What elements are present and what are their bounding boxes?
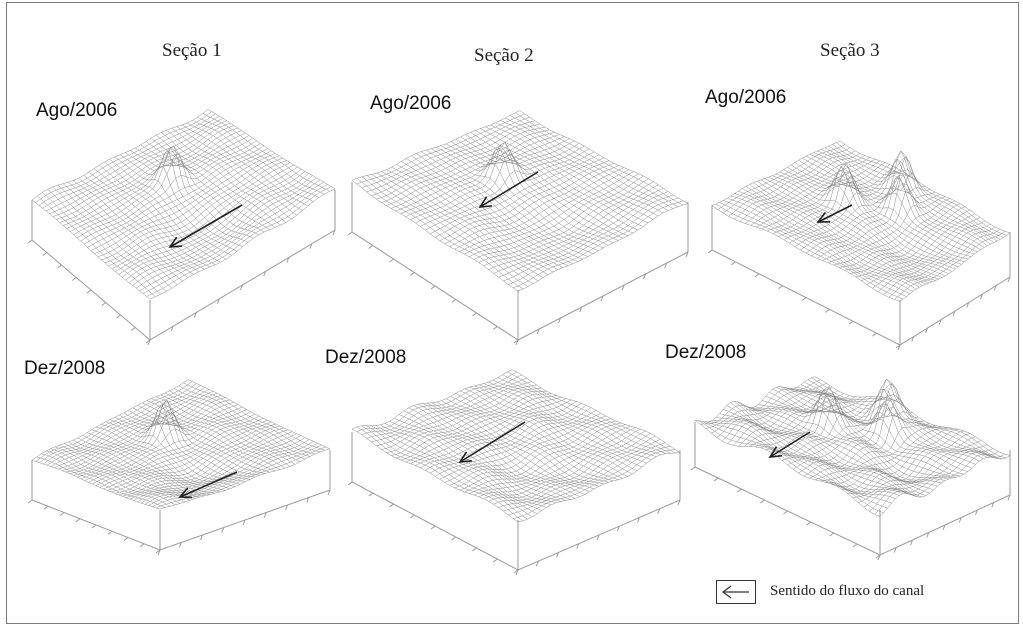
panel-1-mesh xyxy=(31,109,336,300)
panel-3-flow-arrow xyxy=(816,204,853,223)
panel-3-mesh xyxy=(711,140,1011,302)
panel-6-flow-arrow xyxy=(768,431,811,458)
section-1-title: Seção 1 xyxy=(162,40,222,61)
panel-5-date-label: Dez/2008 xyxy=(325,347,407,368)
panel-6-date-label: Dez/2008 xyxy=(665,342,747,363)
panel-1-date-label: Ago/2006 xyxy=(36,100,118,121)
panel-3-axes xyxy=(707,205,1011,351)
left-arrow-icon xyxy=(722,585,749,599)
panel-4-flow-arrow xyxy=(178,471,238,499)
panel-2-mesh xyxy=(351,110,689,292)
surface-panel-5 xyxy=(347,369,681,576)
panel-2-date-label: Ago/2006 xyxy=(370,93,452,114)
panel-5-axes xyxy=(347,432,681,576)
figure-frame xyxy=(6,2,1019,624)
panel-4-date-label: Dez/2008 xyxy=(24,358,106,379)
panel-1-flow-arrow xyxy=(168,204,243,248)
panel-4-mesh xyxy=(31,379,331,510)
legend-label: Sentido do fluxo do canal xyxy=(770,583,925,599)
surface-panel-4 xyxy=(27,379,331,556)
surface-panel-2 xyxy=(347,110,689,346)
surface-panel-1 xyxy=(27,109,336,346)
surface-panel-3 xyxy=(707,140,1011,351)
panel-6-mesh xyxy=(694,376,1011,517)
panel-4-axes xyxy=(27,450,331,556)
panel-5-flow-arrow xyxy=(458,421,526,463)
legend-box xyxy=(716,580,756,604)
panel-3-date-label: Ago/2006 xyxy=(705,87,787,108)
panel-2-flow-arrow xyxy=(478,171,539,208)
panel-1-axes xyxy=(27,190,336,346)
panel-2-axes xyxy=(347,182,689,346)
surface-panel-6 xyxy=(690,376,1011,561)
panel-5-mesh xyxy=(351,369,681,523)
section-3-title: Seção 3 xyxy=(820,40,880,61)
panel-6-axes xyxy=(690,422,1011,561)
section-2-title: Seção 2 xyxy=(474,45,534,66)
